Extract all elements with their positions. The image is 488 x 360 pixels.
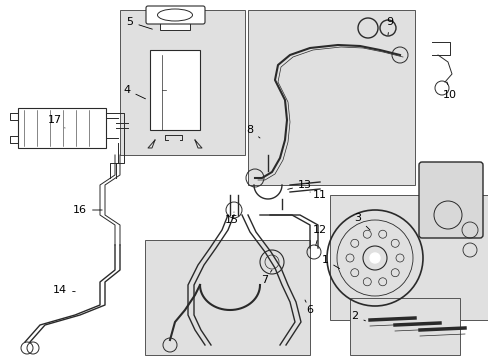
Bar: [18, 108, 106, 148]
Text: 11: 11: [309, 190, 326, 200]
Text: 4: 4: [123, 85, 145, 99]
Bar: [150, 50, 200, 130]
Bar: [349, 298, 459, 355]
Text: 17: 17: [48, 115, 65, 128]
Text: 3: 3: [354, 213, 369, 230]
Text: 9: 9: [386, 17, 393, 35]
Text: 15: 15: [224, 212, 239, 225]
Text: 14: 14: [53, 285, 75, 295]
Bar: [329, 195, 488, 320]
FancyBboxPatch shape: [418, 162, 482, 238]
Bar: [120, 10, 244, 155]
Bar: [160, 10, 190, 30]
Text: 2: 2: [351, 311, 365, 321]
Text: 12: 12: [312, 225, 326, 245]
Bar: [247, 10, 414, 185]
Text: 13: 13: [287, 180, 311, 190]
Circle shape: [369, 253, 379, 263]
FancyBboxPatch shape: [146, 6, 204, 24]
Text: 7: 7: [261, 270, 271, 285]
Text: 6: 6: [305, 300, 313, 315]
Text: 5: 5: [126, 17, 152, 29]
Text: 1: 1: [321, 255, 339, 269]
Text: 10: 10: [442, 82, 456, 100]
Text: 8: 8: [246, 125, 260, 138]
Text: 16: 16: [73, 205, 102, 215]
Ellipse shape: [157, 9, 192, 21]
Bar: [145, 240, 309, 355]
